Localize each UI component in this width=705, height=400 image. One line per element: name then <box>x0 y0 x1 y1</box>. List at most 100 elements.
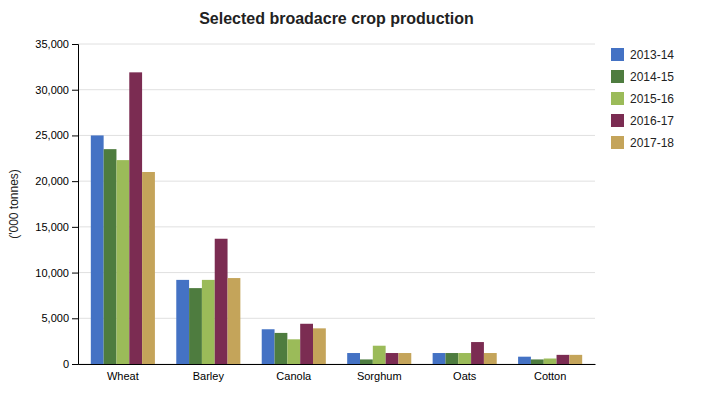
bar <box>176 280 189 364</box>
tick-mark <box>72 227 78 228</box>
bar <box>189 288 202 364</box>
bar <box>104 149 117 364</box>
plot: 0 5,000 10,000 15,000 20,000 25,000 30,000 35,0… <box>35 38 595 382</box>
y-axis: 0 5,000 10,000 15,000 20,000 25,000 30,000 35,0… <box>35 38 78 370</box>
tick: 5,000 <box>41 312 78 324</box>
bar <box>116 160 129 364</box>
legend-item: 2014-15 <box>611 70 674 84</box>
tick: Barley <box>193 370 225 382</box>
tick: Wheat <box>107 370 139 382</box>
tick-label: Barley <box>193 370 225 382</box>
tick: 35,000 <box>35 38 78 50</box>
legend-swatch <box>611 136 624 149</box>
bar <box>531 359 544 364</box>
legend-swatch <box>611 70 624 83</box>
grid-line <box>78 364 595 365</box>
tick: 15,000 <box>35 221 78 233</box>
tick-mark <box>72 90 78 91</box>
tick-label: 5,000 <box>41 312 69 324</box>
bar <box>287 339 300 364</box>
tick-mark <box>72 273 78 274</box>
grid-line <box>78 135 595 136</box>
bar <box>300 324 313 364</box>
tick-label: 35,000 <box>35 38 69 50</box>
legend-swatch <box>611 114 624 127</box>
tick: 10,000 <box>35 267 78 279</box>
x-axis: Wheat Barley Canola Sorghum Oats Cotton <box>79 365 596 382</box>
bar <box>275 333 288 364</box>
tick-mark <box>72 318 78 319</box>
y-axis-title: ('000 tonnes) <box>7 169 21 239</box>
tick-mark <box>72 44 78 45</box>
legend-label: 2017-18 <box>630 136 674 150</box>
bar <box>142 172 155 364</box>
tick-label: 0 <box>63 358 69 370</box>
bar-series <box>142 172 582 364</box>
tick: 0 <box>63 358 78 370</box>
bar <box>91 135 104 364</box>
axis-domain <box>79 364 596 365</box>
tick: Oats <box>453 370 477 382</box>
legend-label: 2013-14 <box>630 48 674 62</box>
bar <box>471 342 484 364</box>
tick-label: Sorghum <box>357 370 402 382</box>
legend-label: 2016-17 <box>630 114 674 128</box>
bar <box>360 359 373 364</box>
bar-series <box>116 160 556 364</box>
bar <box>398 353 411 364</box>
bar <box>347 353 360 364</box>
grid-line <box>78 89 595 90</box>
bar <box>386 353 399 364</box>
tick: 20,000 <box>35 175 78 187</box>
bar <box>484 353 497 364</box>
axis-domain <box>72 45 79 365</box>
bar <box>202 280 215 364</box>
tick: 25,000 <box>35 129 78 141</box>
bar <box>569 355 582 364</box>
bar <box>518 357 531 364</box>
bar-series <box>104 149 544 364</box>
legend: 2013-14 2014-15 2015-16 2016-17 2017-18 <box>611 48 674 150</box>
chart: 0 5,000 10,000 15,000 20,000 25,000 30,000 35,0… <box>0 0 705 400</box>
bar <box>445 353 458 364</box>
tick-mark <box>72 364 78 365</box>
bar <box>458 353 471 364</box>
bar <box>228 278 241 364</box>
tick: Sorghum <box>357 370 402 382</box>
tick-label: Canola <box>276 370 312 382</box>
legend-item: 2016-17 <box>611 114 674 128</box>
bar <box>313 328 326 364</box>
legend-item: 2015-16 <box>611 92 674 106</box>
bar-series <box>129 72 569 364</box>
legend-label: 2015-16 <box>630 92 674 106</box>
legend-item: 2013-14 <box>611 48 674 62</box>
tick-mark <box>72 181 78 182</box>
tick-label: 20,000 <box>35 175 69 187</box>
tick: Canola <box>276 370 312 382</box>
tick-label: 15,000 <box>35 221 69 233</box>
bar <box>433 353 446 364</box>
bar <box>215 239 228 364</box>
grid-line <box>78 44 595 45</box>
legend-label: 2014-15 <box>630 70 674 84</box>
legend-swatch <box>611 48 624 61</box>
tick-mark <box>72 135 78 136</box>
tick-label: Cotton <box>534 370 566 382</box>
tick: Cotton <box>534 370 566 382</box>
bar <box>557 355 570 364</box>
bar <box>262 329 275 364</box>
tick-label: 30,000 <box>35 84 69 96</box>
bar <box>373 346 386 364</box>
grid <box>78 44 595 364</box>
tick-label: Wheat <box>107 370 139 382</box>
bar <box>544 359 557 364</box>
grid-line <box>78 181 595 182</box>
bar <box>129 72 142 364</box>
grid-line <box>78 318 595 319</box>
grid-line <box>78 272 595 273</box>
tick-label: 10,000 <box>35 267 69 279</box>
title: Selected broadacre crop production <box>199 10 474 27</box>
tick: 30,000 <box>35 84 78 96</box>
legend-swatch <box>611 92 624 105</box>
bar-series <box>91 135 531 364</box>
